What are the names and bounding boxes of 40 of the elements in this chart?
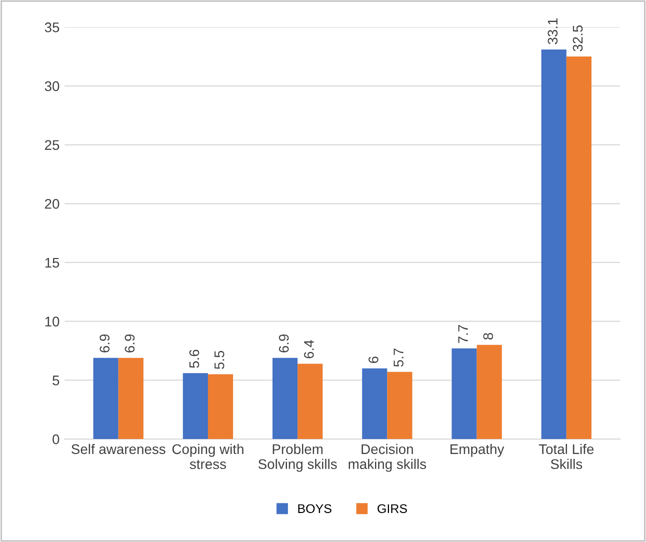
bar <box>387 372 412 440</box>
data-label: 5.7 <box>394 348 404 367</box>
bar <box>452 348 477 440</box>
data-label: 6.9 <box>100 334 110 352</box>
y-tick-label: 30 <box>44 81 60 92</box>
y-tick-label: 10 <box>45 316 60 326</box>
x-tick-label: Self awareness <box>72 444 166 454</box>
bar <box>298 364 323 440</box>
x-tick-label: Decision making skills <box>348 444 426 472</box>
bar <box>566 56 592 440</box>
bar <box>118 358 144 440</box>
data-label: 6.4 <box>304 340 314 358</box>
y-tick-label: 25 <box>44 140 60 150</box>
bar <box>182 373 208 440</box>
x-tick-label: Problem Solving skills <box>258 444 337 472</box>
data-label: 32.5 <box>572 25 583 52</box>
x-tick-label: Empathy <box>450 444 504 457</box>
bar <box>272 358 298 440</box>
y-tick-label: 35 <box>44 22 60 32</box>
x-tick-label: Total Life Skills <box>538 444 594 470</box>
bar <box>93 358 118 440</box>
data-label: 5.6 <box>189 350 200 368</box>
bar <box>541 49 566 440</box>
y-tick-label: 20 <box>44 198 60 209</box>
data-label: 6.9 <box>278 334 289 352</box>
legend-label: BOYS <box>298 504 332 514</box>
data-label: 33.1 <box>548 18 558 44</box>
bar <box>476 344 502 440</box>
data-label: 5.5 <box>214 350 224 370</box>
bar <box>362 368 388 440</box>
bar <box>208 374 234 440</box>
x-tick-label: Coping with stress <box>172 444 244 470</box>
data-label: 7.7 <box>458 325 468 343</box>
y-tick-label: 15 <box>45 258 60 268</box>
y-tick-label: 0 <box>52 434 60 444</box>
legend-label: GIRS <box>378 504 407 514</box>
y-tick-label: 5 <box>52 376 60 386</box>
data-label: 8 <box>483 333 494 340</box>
data-label: 6.9 <box>124 334 135 352</box>
data-label: 6 <box>368 356 378 363</box>
